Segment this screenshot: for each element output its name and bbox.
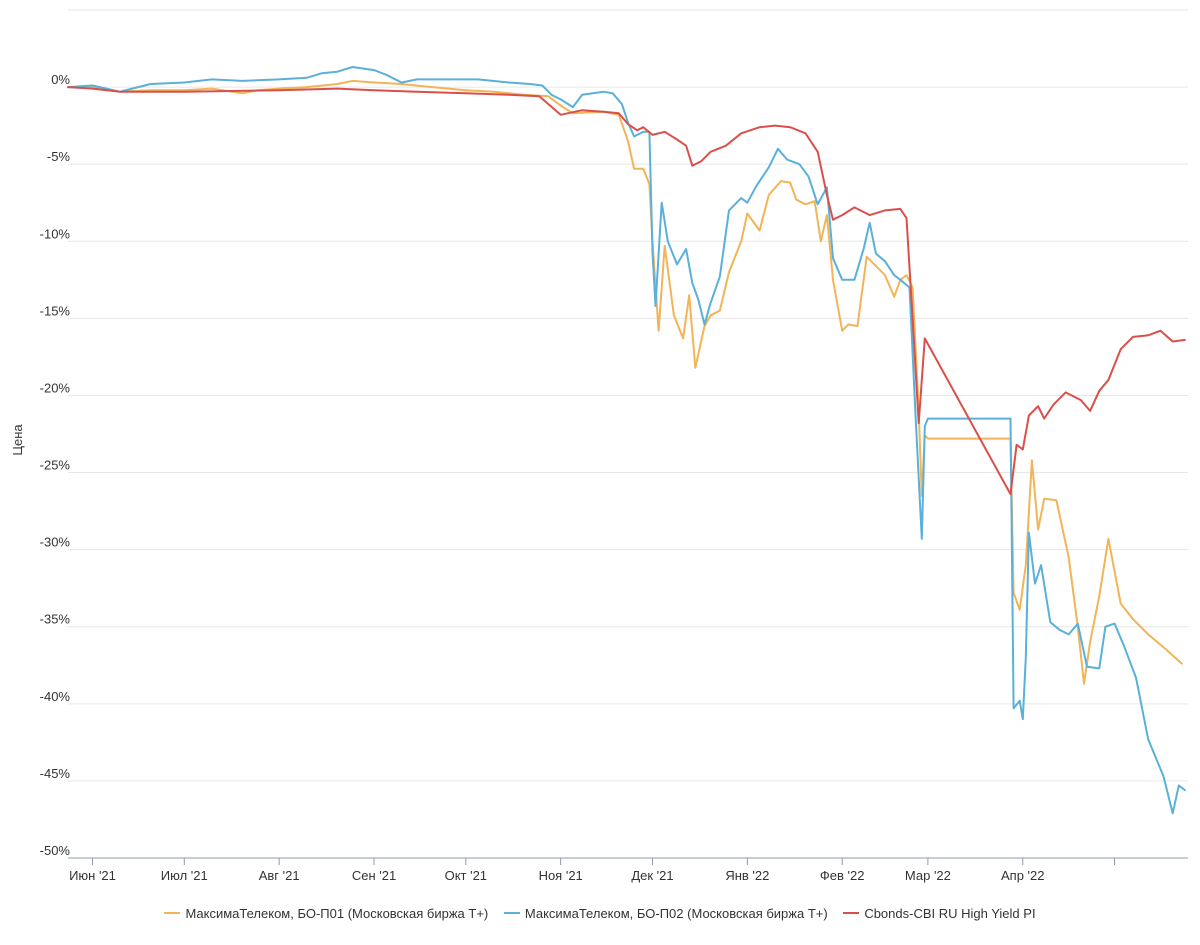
legend-label-series-1: МаксимаТелеком, БО-П01 (Московская биржа… [185,905,489,921]
y-tick-label: -5% [47,149,71,164]
y-tick-label: -40% [40,689,71,704]
legend-item-series-3[interactable]: Cbonds-CBI RU High Yield PI [843,905,1036,921]
x-tick-label: Фев '22 [820,868,865,883]
x-tick-label: Янв '22 [725,868,769,883]
legend-item-series-2[interactable]: МаксимаТелеком, БО-П02 (Московская биржа… [503,905,828,921]
y-tick-label: -10% [40,226,71,241]
x-tick-label: Июл '21 [161,868,208,883]
y-tick-label: -35% [40,612,71,627]
series-line-3 [67,86,1186,496]
legend-item-series-1[interactable]: МаксимаТелеком, БО-П01 (Московская биржа… [164,906,488,921]
series-lines [67,66,1186,815]
legend-label-series-2: МаксимаТелеком, БО-П02 (Московская биржа… [524,905,828,921]
y-tick-label: -15% [40,303,71,318]
x-tick-label: Июн '21 [69,868,116,883]
legend-label-series-3: Cbonds-CBI RU High Yield PI [864,905,1036,921]
y-axis-ticks: 0% -5% -10% -15% -20% -25% -30% -35% -40% -45% -50… [40,72,71,858]
y-tick-label: -25% [40,458,71,473]
legend-swatch-series-1 [164,912,181,914]
x-tick-label: Сен '21 [352,868,396,883]
x-tick-label: Апр '22 [1001,868,1045,883]
y-tick-label: -45% [40,766,71,781]
legend: МаксимаТелеком, БО-П01 (Московская биржа… [0,902,1200,921]
legend-swatch-series-2 [503,912,520,914]
x-tick-label: Окт '21 [445,868,487,883]
y-tick-label: -50% [40,843,71,858]
legend-swatch-series-3 [843,912,860,914]
x-tick-label: Мар '22 [905,868,951,883]
y-tick-label: 0% [51,72,70,87]
y-axis-label: Цена [10,424,25,456]
x-tick-label: Ноя '21 [539,868,583,883]
y-tick-label: -20% [40,380,71,395]
series-line-2 [67,66,1186,815]
x-axis: Июн '21 Июл '21 Авг '21 Сен '21 Окт '21 Ноя '… [68,857,1188,883]
series-line-1 [67,79,1183,685]
x-tick-label: Авг '21 [259,868,300,883]
x-tick-label: Дек '21 [631,868,673,883]
grid-lines [68,9,1188,782]
y-tick-label: -30% [40,535,71,550]
